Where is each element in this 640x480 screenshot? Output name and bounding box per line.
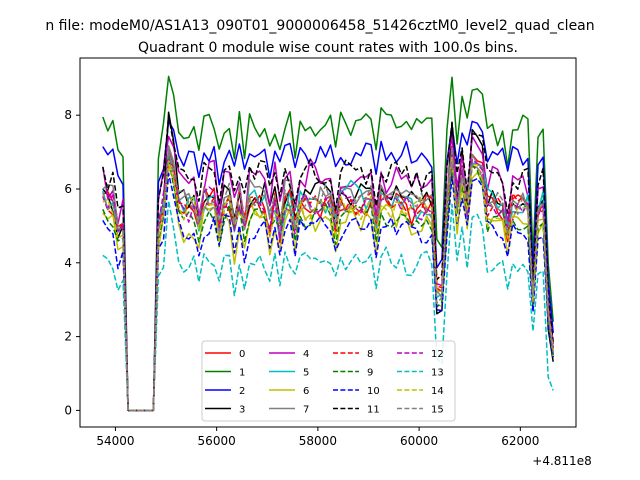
y-tick-label: 6 <box>64 182 72 196</box>
legend-label: 0 <box>239 349 245 360</box>
legend-item-9: 9 <box>333 368 373 379</box>
series-line-12 <box>102 152 554 412</box>
legend-label: 10 <box>367 386 380 397</box>
x-tick-label: 56000 <box>198 434 236 448</box>
series-line-2 <box>102 120 554 412</box>
legend-item-14: 14 <box>397 386 444 397</box>
series-line-11 <box>102 115 554 412</box>
legend-item-7: 7 <box>269 405 309 416</box>
legend-item-3: 3 <box>205 405 245 416</box>
y-tick-label: 4 <box>64 256 72 270</box>
series-line-1 <box>102 75 554 412</box>
legend-label: 15 <box>431 405 444 416</box>
legend-item-11: 11 <box>333 405 380 416</box>
legend-item-4: 4 <box>269 349 309 360</box>
legend-item-15: 15 <box>397 405 444 416</box>
series-line-15 <box>102 150 554 412</box>
legend-label: 4 <box>303 349 309 360</box>
x-tick-label: 54000 <box>96 434 134 448</box>
legend-item-2: 2 <box>205 386 245 397</box>
legend-label: 9 <box>367 368 373 379</box>
legend-item-1: 1 <box>205 368 245 379</box>
legend-label: 13 <box>431 368 444 379</box>
legend-label: 11 <box>367 405 380 416</box>
x-tick-label: 58000 <box>299 434 337 448</box>
legend-item-5: 5 <box>269 368 309 379</box>
axis-layer: 54000 56000 58000 60000 62000 0 2 4 6 8 <box>64 108 539 448</box>
x-tick-label: 60000 <box>400 434 438 448</box>
series-line-10 <box>102 172 554 412</box>
legend-label: 12 <box>431 349 444 360</box>
series-line-3 <box>102 111 554 412</box>
legend-label: 5 <box>303 368 309 379</box>
legend-item-12: 12 <box>397 349 444 360</box>
legend-item-10: 10 <box>333 386 380 397</box>
series-line-9 <box>102 156 554 412</box>
legend-label: 14 <box>431 386 444 397</box>
legend-label: 1 <box>239 368 245 379</box>
figure-title-line1: n file: modeM0/AS1A13_090T01_9000006458_… <box>45 18 594 34</box>
x-offset-label: +4.811e8 <box>532 454 591 468</box>
series-line-13 <box>102 199 554 412</box>
chart-title: Quadrant 0 module wise count rates with … <box>138 40 518 56</box>
legend-label: 2 <box>239 386 245 397</box>
plot-frame <box>79 57 577 428</box>
legend-label: 8 <box>367 349 373 360</box>
y-tick-label: 0 <box>64 403 72 417</box>
legend-label: 7 <box>303 405 309 416</box>
legend-label: 3 <box>239 405 245 416</box>
legend-label: 6 <box>303 386 309 397</box>
series-layer <box>102 75 554 412</box>
legend-frame <box>201 340 456 422</box>
y-tick-label: 2 <box>64 330 72 344</box>
legend-item-13: 13 <box>397 368 444 379</box>
legend-item-8: 8 <box>333 349 373 360</box>
x-tick-label: 62000 <box>501 434 539 448</box>
legend-item-6: 6 <box>269 386 309 397</box>
legend-item-0: 0 <box>205 349 245 360</box>
y-tick-label: 8 <box>64 108 72 122</box>
